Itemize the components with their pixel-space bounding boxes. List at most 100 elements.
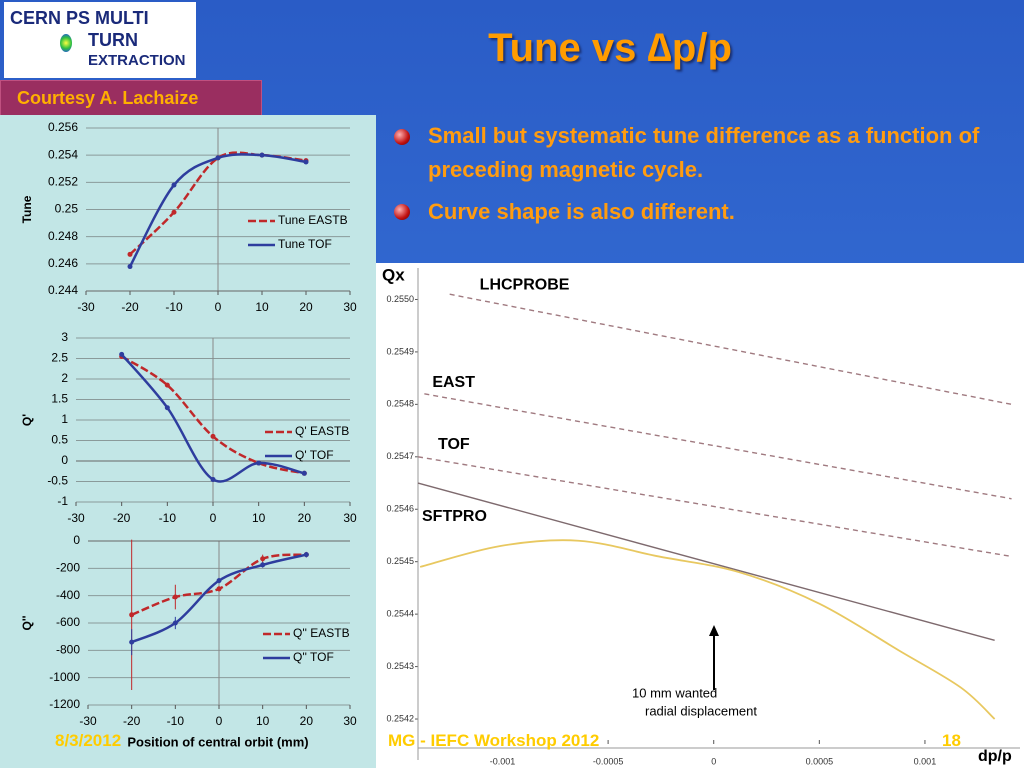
x-tick-label: -30 (77, 300, 95, 314)
y-tick-label: 0 (73, 533, 80, 547)
marker (215, 155, 221, 161)
y-tick-label: 0.244 (48, 283, 78, 297)
logo-line: EXTRACTION (88, 52, 186, 69)
y-tick-label: 0.2547 (386, 451, 414, 461)
credit: Courtesy A. Lachaize (17, 88, 199, 108)
y-axis-label: Q'' (20, 615, 34, 630)
bullet: Small but systematic tune difference as … (428, 123, 980, 182)
x-tick-label: 0 (711, 756, 716, 766)
y-tick-label: 1 (61, 412, 68, 426)
annotation: radial displacement (645, 703, 757, 718)
marker (172, 594, 178, 600)
legend-label: Q' TOF (295, 448, 334, 462)
x-tick-label: 10 (255, 300, 269, 314)
marker (303, 159, 309, 165)
y-tick-label: 0.2544 (386, 609, 414, 619)
y-tick-label: 0.2548 (386, 399, 414, 409)
footer-date: 8/3/2012 (55, 731, 122, 750)
marker (303, 552, 309, 558)
series-label: EAST (432, 374, 475, 391)
y-tick-label: 1.5 (51, 392, 68, 406)
x-tick-label: -0.0005 (593, 756, 624, 766)
marker (172, 620, 178, 626)
marker (164, 405, 170, 411)
marker (301, 470, 307, 476)
x-tick-label: 20 (299, 300, 313, 314)
y-tick-label: 0.2549 (386, 346, 414, 356)
marker (259, 152, 265, 158)
footer-event: MG - IEFC Workshop 2012 (388, 731, 600, 750)
footer-page: 18 (942, 731, 961, 750)
marker (216, 586, 222, 592)
y-tick-label: -1200 (49, 697, 80, 711)
marker (256, 460, 262, 466)
right-panel (376, 263, 1024, 768)
x-tick-label: 0 (215, 300, 222, 314)
x-tick-label: 0.001 (914, 756, 937, 766)
x-tick-label: -20 (113, 511, 131, 525)
y-tick-label: -200 (56, 561, 80, 575)
marker (260, 562, 266, 568)
marker (171, 209, 177, 215)
y-tick-label: 2 (61, 371, 68, 385)
marker (216, 578, 222, 584)
y-tick-label: 2.5 (51, 351, 68, 365)
legend-label: Tune TOF (278, 237, 332, 251)
x-tick-label: 0.0005 (806, 756, 834, 766)
series-label: LHCPROBE (480, 276, 570, 293)
y-tick-label: 0.2545 (386, 556, 414, 566)
bullet-icon (394, 129, 410, 145)
y-tick-label: 0.254 (48, 147, 78, 161)
x-tick-label: -20 (121, 300, 139, 314)
y-tick-label: 0.246 (48, 256, 78, 270)
marker (129, 612, 135, 618)
x-tick-label: 20 (300, 714, 314, 728)
legend-label: Q'' TOF (293, 650, 334, 664)
bullet-icon (394, 204, 410, 220)
y-tick-label: 0.252 (48, 175, 78, 189)
series-line (424, 393, 1012, 500)
marker (127, 251, 133, 257)
x-tick-label: -30 (67, 511, 85, 525)
y-tick-label: 0 (61, 453, 68, 467)
logo-blob (60, 34, 72, 52)
x-tick-label: -20 (123, 714, 141, 728)
y-axis-label: Q' (20, 414, 34, 426)
legend-label: Q' EASTB (295, 424, 349, 438)
marker (119, 351, 125, 357)
logo-line: CERN PS MULTI (10, 8, 149, 28)
marker (210, 433, 216, 439)
y-tick-label: 3 (61, 330, 68, 344)
y-tick-label: 0.2550 (386, 294, 414, 304)
x-tick-label: 0 (210, 511, 217, 525)
marker (164, 382, 170, 388)
x-tick-label: 30 (343, 300, 357, 314)
marker (171, 182, 177, 188)
marker (127, 264, 133, 270)
y-tick-label: 0.2543 (386, 661, 414, 671)
x-tick-label: -0.001 (490, 756, 516, 766)
x-tick-label: 0 (216, 714, 223, 728)
x-tick-label: -10 (159, 511, 177, 525)
y-tick-label: 0.5 (51, 433, 68, 447)
x-tick-label: -30 (79, 714, 97, 728)
y-tick-label: 0.2546 (386, 504, 414, 514)
y-axis-label: Qx (382, 265, 405, 284)
bullet: Curve shape is also different. (428, 199, 735, 224)
marker (260, 556, 266, 562)
logo-line: TURN (88, 30, 138, 50)
series-label: SFTPRO (422, 508, 487, 525)
series-line (417, 482, 995, 642)
x-tick-label: -10 (167, 714, 185, 728)
legend-label: Q'' EASTB (293, 626, 350, 640)
logo: CERN PS MULTI TURN EXTRACTION (4, 2, 196, 78)
series-label: TOF (438, 436, 470, 453)
x-tick-label: 20 (298, 511, 312, 525)
x-tick-label: 10 (252, 511, 266, 525)
series-line (120, 353, 305, 483)
y-tick-label: 0.2542 (386, 713, 414, 723)
x-tick-label: -10 (165, 300, 183, 314)
series-line (419, 539, 996, 720)
slide-title: Tune vs ∆p/p (488, 26, 732, 70)
x-axis-label: dp/p (978, 748, 1012, 765)
